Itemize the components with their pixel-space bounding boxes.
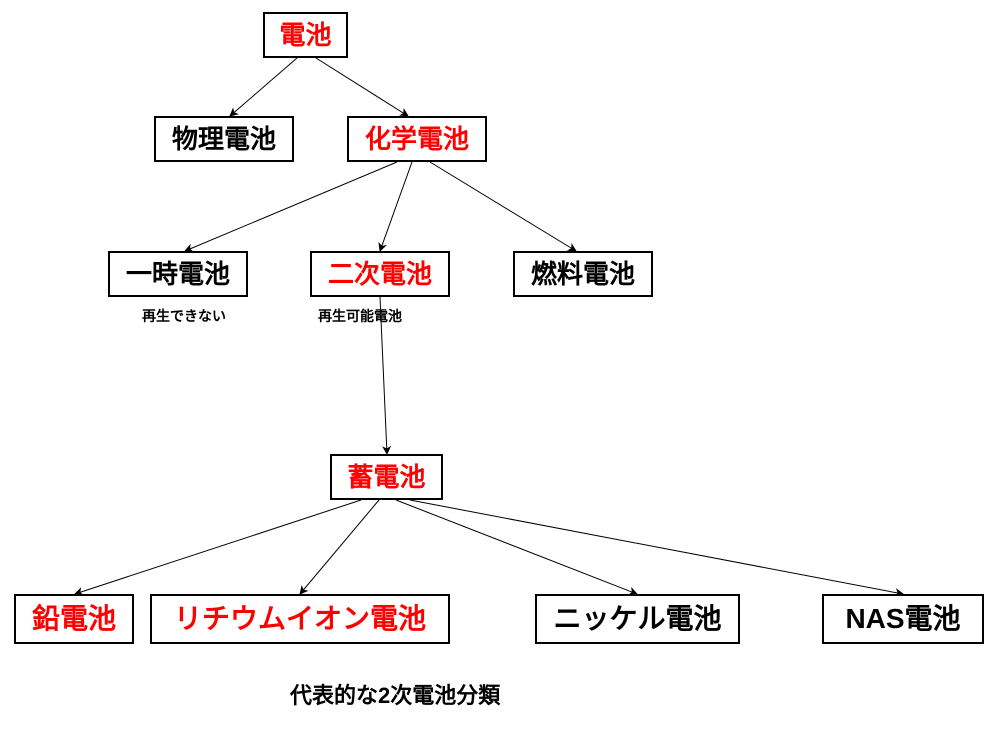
node-label: 一時電池 (126, 257, 230, 291)
node-label: NAS電池 (845, 600, 960, 638)
node-physical-battery: 物理電池 (154, 116, 294, 162)
node-nickel-battery: ニッケル電池 (535, 594, 740, 644)
node-lead-battery: 鉛電池 (14, 594, 134, 644)
node-label: 燃料電池 (531, 257, 635, 291)
node-lithium-ion: リチウムイオン電池 (150, 594, 450, 644)
node-label: 物理電池 (172, 122, 276, 156)
node-label: リチウムイオン電池 (174, 600, 426, 638)
node-label: ニッケル電池 (553, 600, 721, 638)
node-fuel-cell: 燃料電池 (513, 251, 653, 297)
node-label: 電池 (279, 18, 331, 52)
node-storage-battery: 蓄電池 (330, 454, 443, 500)
node-label: 鉛電池 (32, 600, 116, 638)
sublabel-secondary: 再生可能電池 (318, 306, 402, 326)
node-label: 蓄電池 (347, 460, 425, 494)
node-label: 化学電池 (365, 122, 469, 156)
node-secondary-battery: 二次電池 (310, 251, 450, 297)
node-primary-battery: 一時電池 (108, 251, 248, 297)
node-nas-battery: NAS電池 (822, 594, 984, 644)
sublabel-primary: 再生できない (142, 306, 226, 326)
diagram-caption: 代表的な2次電池分類 (290, 678, 500, 710)
node-battery: 電池 (263, 12, 348, 58)
node-chemical-battery: 化学電池 (347, 116, 487, 162)
node-label: 二次電池 (328, 257, 432, 291)
